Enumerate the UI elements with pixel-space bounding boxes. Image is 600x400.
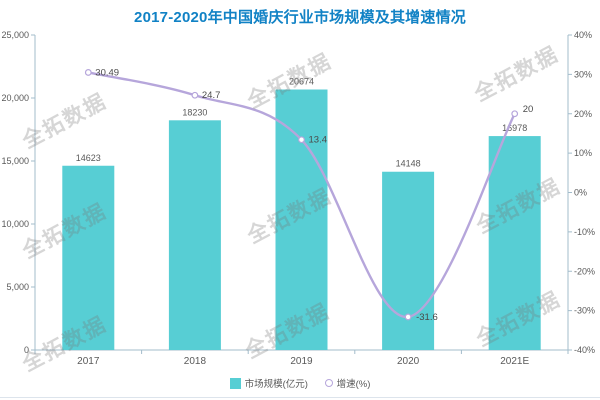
y-axis-right-label: 10%: [574, 148, 592, 158]
y-axis-left-label: 20,000: [1, 93, 29, 103]
line-value-label: 30.49: [95, 67, 119, 78]
line-value-label: -31.6: [416, 312, 438, 323]
y-axis-right-label: -40%: [574, 345, 595, 355]
y-axis-right-label: 40%: [574, 30, 592, 40]
y-axis-left-label: 0: [24, 345, 29, 355]
bottom-divider: [0, 397, 600, 398]
y-axis-right-label: -30%: [574, 306, 595, 316]
line-marker-2021E: [511, 110, 519, 118]
line-value-label: 13.4: [309, 135, 328, 146]
y-axis-left-label: 25,000: [1, 30, 29, 40]
bar-value-label: 16978: [502, 123, 527, 133]
x-axis-label: 2020: [397, 356, 420, 367]
line-value-label: 20: [523, 104, 534, 115]
bar-value-label: 18230: [182, 107, 207, 117]
legend-item-market-scale: 市场规模(亿元): [229, 376, 308, 390]
legend-label-market-scale: 市场规模(亿元): [244, 379, 308, 390]
legend-bar-marker-icon: [229, 377, 241, 389]
line-marker-2019: [298, 136, 305, 144]
bar-value-label: 14623: [76, 153, 101, 163]
line-marker-2018: [191, 91, 199, 99]
x-axis-label: 2018: [184, 356, 207, 367]
y-axis-right-label: 20%: [574, 109, 592, 119]
legend-item-growth-rate: 增速(%): [324, 376, 371, 390]
x-axis-label: 2019: [290, 356, 313, 367]
bar-2017: [62, 165, 115, 350]
legend: 市场规模(亿元) 增速(%): [0, 376, 600, 390]
legend-line-marker-icon: [324, 379, 333, 387]
bar-2019: [275, 89, 328, 350]
legend-label-growth-rate: 增速(%): [336, 379, 371, 390]
y-axis-right-label: -20%: [574, 266, 595, 276]
line-marker-2017: [84, 69, 92, 76]
y-axis-left-label: 15,000: [1, 156, 29, 166]
bar-2021E: [488, 136, 541, 350]
chart-title: 2017-2020年中国婚庆行业市场规模及其增速情况: [134, 9, 466, 26]
y-axis-right-label: 30%: [574, 69, 592, 79]
y-axis-right-label: 0%: [574, 188, 587, 198]
growth-rate-line: [87, 71, 516, 319]
line-value-label: 24.7: [202, 90, 221, 101]
bar-value-label: 20674: [289, 77, 314, 87]
y-axis-left-label: 5,000: [6, 282, 29, 292]
bar-2018: [168, 120, 221, 350]
y-axis-left-label: 10,000: [1, 219, 29, 229]
bar-2020: [382, 171, 435, 350]
bar-value-label: 14148: [396, 159, 421, 169]
x-axis-label: 2017: [77, 356, 100, 367]
line-marker-2020: [404, 313, 412, 321]
y-axis-right-label: -10%: [574, 227, 595, 237]
x-axis-label: 2021E: [500, 356, 529, 367]
